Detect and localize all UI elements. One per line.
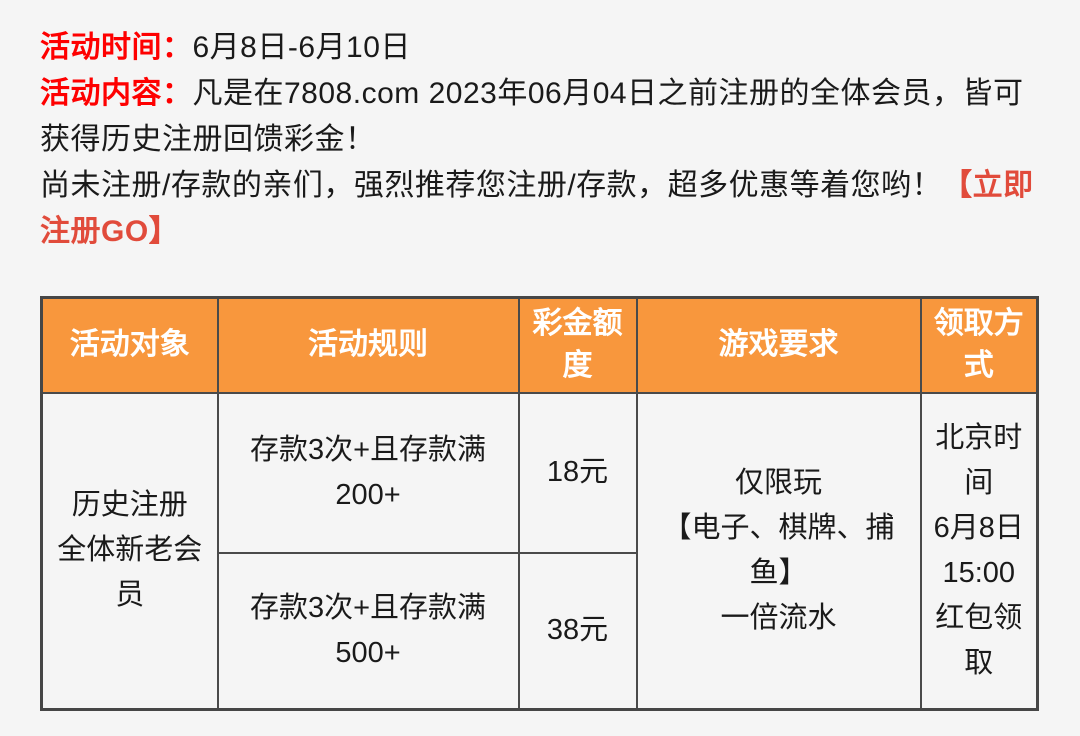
- header-game-requirement: 游戏要求: [635, 296, 922, 394]
- cell-activity-target: 历史注册 全体新老会 员: [40, 391, 219, 711]
- activity-content-text: 凡是在7808.com 2023年06月04日之前注册的全体会员，皆可获得历史注…: [40, 77, 1024, 156]
- table-header-row: 活动对象 活动规则 彩金额度 游戏要求 领取方式: [40, 296, 1039, 394]
- header-activity-rule: 活动规则: [216, 296, 520, 394]
- header-claim-method: 领取方式: [919, 296, 1039, 394]
- activity-time-label: 活动时间：: [40, 31, 193, 64]
- table-row: 历史注册 全体新老会 员 存款3次+且存款满 200+ 18元 仅限玩 【电子、…: [40, 391, 1039, 711]
- table-header: 活动对象 活动规则 彩金额度 游戏要求 领取方式: [40, 296, 1039, 394]
- intro-text-block: 活动时间：6月8日-6月10日 活动内容：凡是在7808.com 2023年06…: [40, 25, 1040, 255]
- promotion-table: 活动对象 活动规则 彩金额度 游戏要求 领取方式 历史注册 全体新老会 员 存款…: [40, 296, 1039, 711]
- cell-claim-method: 北京时 间 6月8日 15:00 红包领 取: [919, 391, 1039, 711]
- promo-invite-line: 尚未注册/存款的亲们，强烈推荐您注册/存款，超多优惠等着您哟！【立即注册GO】: [40, 163, 1040, 255]
- activity-content-line: 活动内容：凡是在7808.com 2023年06月04日之前注册的全体会员，皆可…: [40, 71, 1040, 163]
- cell-game-requirement: 仅限玩 【电子、棋牌、捕 鱼】 一倍流水: [635, 391, 922, 711]
- register-now-link[interactable]: 【立即注册GO】: [40, 169, 1034, 248]
- activity-time-value: 6月8日-6月10日: [192, 31, 411, 64]
- cell-bonus-18: 18元: [517, 391, 638, 554]
- activity-time-line: 活动时间：6月8日-6月10日: [40, 25, 1040, 71]
- header-bonus-amount: 彩金额度: [517, 296, 638, 394]
- promo-invite-text: 尚未注册/存款的亲们，强烈推荐您注册/存款，超多优惠等着您哟！: [40, 169, 943, 202]
- table-row: 存款3次+且存款满 500+ 38元: [42, 551, 1038, 711]
- cell-bonus-38: 38元: [517, 551, 638, 711]
- cell-rule-500: 存款3次+且存款满 500+: [216, 551, 520, 711]
- header-activity-target: 活动对象: [40, 296, 219, 394]
- cell-rule-200: 存款3次+且存款满 200+: [216, 391, 520, 554]
- activity-content-label: 活动内容：: [40, 77, 193, 110]
- table-body: 历史注册 全体新老会 员 存款3次+且存款满 200+ 18元 仅限玩 【电子、…: [40, 391, 1039, 711]
- promo-page: 活动时间：6月8日-6月10日 活动内容：凡是在7808.com 2023年06…: [40, 25, 1040, 711]
